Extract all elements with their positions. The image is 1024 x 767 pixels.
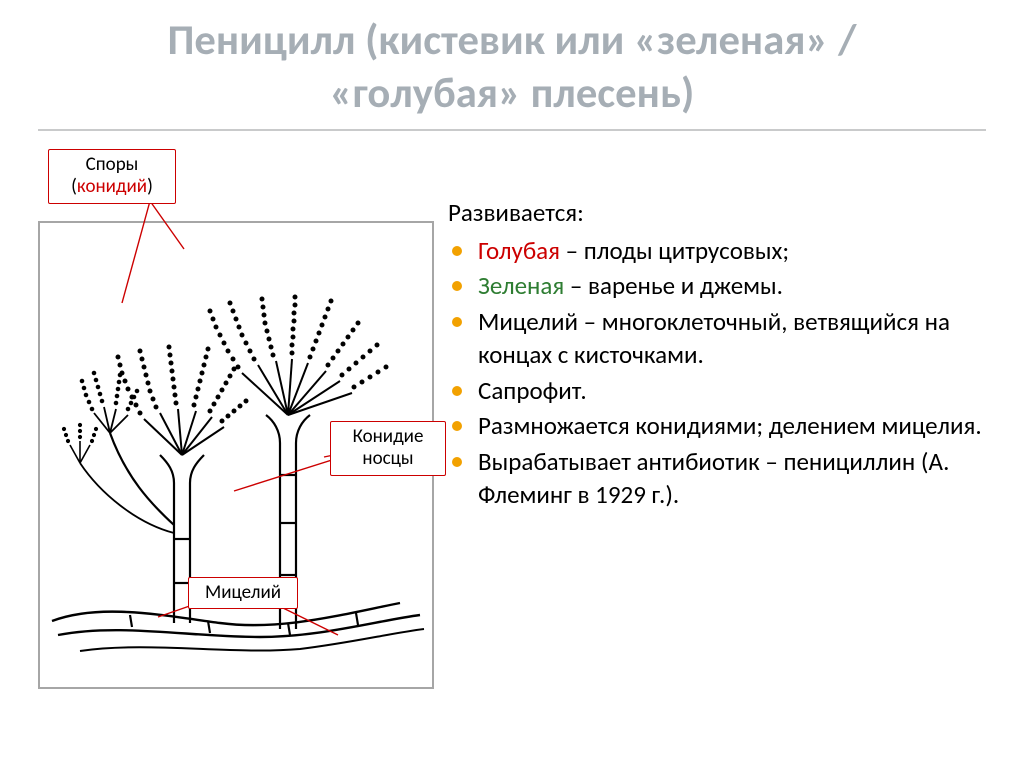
callout-spores-highlight: конидий xyxy=(77,175,147,198)
title-line-1: Пеницилл (кистевик или «зеленая» / xyxy=(168,14,857,66)
diagram-column: Споры (конидий) Конидие носцы Мицелий xyxy=(0,145,448,751)
bullet-text: Вырабатывает антибиотик – пенициллин (А.… xyxy=(478,446,949,511)
bullet-text: Сапрофит. xyxy=(478,375,587,406)
slide-title: Пеницилл (кистевик или «зеленая» / «голу… xyxy=(40,14,984,121)
list-item: Мицелий – многоклеточный, ветвящийся на … xyxy=(448,305,984,372)
text-column: Развивается: Голубая – плоды цитрусовых;… xyxy=(448,145,1024,751)
bullet-dot-icon xyxy=(452,386,462,396)
callout-spores-paren-close: ) xyxy=(147,175,153,198)
bullet-text: Мицелий – многоклеточный, ветвящийся на … xyxy=(478,306,950,371)
callout-mycel-line1: Мицелий xyxy=(205,581,281,604)
callout-spores: Споры (конидий) xyxy=(48,149,176,205)
list-item: Вырабатывает антибиотик – пенициллин (А.… xyxy=(448,445,984,512)
callout-conidiophores: Конидие носцы xyxy=(330,421,446,477)
callout-spores-line1: Споры xyxy=(86,153,139,176)
bullet-dot-icon xyxy=(452,421,462,431)
bullet-highlight: Зеленая xyxy=(478,270,564,301)
bullet-text: – варенье и джемы. xyxy=(564,270,783,301)
callout-conidio-line1: Конидие xyxy=(353,425,424,448)
bullet-dot-icon xyxy=(452,457,462,467)
slide: Пеницилл (кистевик или «зеленая» / «голу… xyxy=(0,0,1024,767)
list-item: Размножается конидиями; делением мицелия… xyxy=(448,409,984,443)
bullet-dot-icon xyxy=(452,317,462,327)
bullet-text: – плоды цитрусовых; xyxy=(560,235,789,266)
bullet-highlight: Голубая xyxy=(478,235,560,266)
callout-mycelium: Мицелий xyxy=(188,577,298,610)
bullet-list: Голубая – плоды цитрусовых; Зеленая – ва… xyxy=(448,234,984,512)
list-item: Зеленая – варенье и джемы. xyxy=(448,269,984,303)
bullet-text: Размножается конидиями; делением мицелия… xyxy=(478,410,982,441)
intro-text: Развивается: xyxy=(448,197,984,228)
list-item: Голубая – плоды цитрусовых; xyxy=(448,234,984,268)
content-area: Споры (конидий) Конидие носцы Мицелий xyxy=(0,131,1024,751)
title-line-2: «голубая» плесень) xyxy=(330,67,695,119)
bullet-dot-icon xyxy=(452,246,462,256)
slide-title-region: Пеницилл (кистевик или «зеленая» / «голу… xyxy=(0,0,1024,129)
callout-conidio-line2: носцы xyxy=(362,447,413,470)
bullet-dot-icon xyxy=(452,281,462,291)
list-item: Сапрофит. xyxy=(448,374,984,408)
